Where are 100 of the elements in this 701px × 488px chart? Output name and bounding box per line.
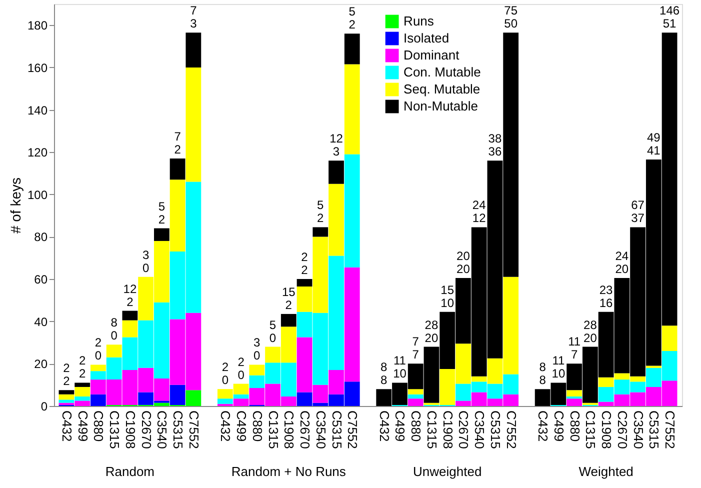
annotation: 15 2	[282, 284, 296, 312]
legend-label: Con. Mutable	[404, 64, 481, 80]
x-tick-label: C3540	[154, 410, 170, 449]
x-tick-label: C880	[250, 410, 265, 442]
annotation: 15 10	[440, 282, 454, 310]
x-tick-label: C499	[234, 410, 250, 442]
x-tick-label: C880	[567, 410, 582, 442]
annotation: 28 20	[584, 318, 598, 345]
annotation: 12 3	[330, 132, 344, 159]
annotation: 7 3	[190, 4, 198, 31]
annotation: 2 2	[301, 250, 308, 278]
annotation: 2 0	[94, 336, 102, 363]
x-tick-label: C1908	[440, 410, 456, 449]
annotation: 23 16	[599, 282, 614, 310]
bar	[328, 160, 344, 184]
x-tick-label: C7552	[345, 410, 360, 449]
bar	[408, 398, 424, 406]
x-tick-label: C3540	[472, 410, 488, 449]
y-tick-label: 120	[27, 146, 48, 160]
annotation: 5 2	[317, 198, 324, 226]
x-tick-label: C432	[536, 410, 551, 442]
x-tick-label: C1315	[583, 410, 598, 449]
bar	[408, 394, 424, 399]
annotation: 20 20	[456, 248, 470, 276]
bar	[249, 364, 265, 376]
annotation: 7 2	[174, 129, 182, 156]
text: Random + No Runs	[231, 464, 346, 479]
x-tick-label: C2670	[614, 410, 630, 449]
bar	[122, 320, 138, 338]
bar	[58, 390, 74, 394]
annotation: 8 8	[539, 360, 546, 388]
annotation: 12 2	[123, 282, 137, 309]
x-tick-label: C1908	[282, 410, 297, 449]
x-tick-label: C7552	[662, 410, 678, 449]
bar	[408, 389, 424, 394]
x-tick-label: C499	[75, 410, 90, 442]
annotation: 24 12	[472, 198, 486, 226]
legend-label: Seq. Mutable	[404, 82, 480, 96]
annotation: 7 7	[412, 334, 420, 362]
bar	[662, 326, 678, 351]
annotation: 67 37	[631, 198, 645, 226]
x-tick-label: C1315	[266, 410, 281, 449]
x-tick-label: C3540	[313, 410, 328, 449]
x-tick-label: C5315	[488, 410, 503, 449]
x-tick-label: C432	[376, 410, 392, 442]
x-tick-label: C499	[551, 410, 566, 442]
legend-label: Dominant	[404, 48, 460, 62]
bar	[344, 64, 360, 154]
x-tick-label: C7552	[186, 410, 202, 449]
x-tick-label: C1315	[424, 410, 440, 449]
bar	[90, 394, 106, 406]
bar	[296, 279, 312, 286]
annotation: 8 8	[380, 360, 388, 388]
annotation: 28 20	[424, 318, 438, 345]
bar	[566, 390, 582, 396]
annotation: 75 50	[504, 4, 518, 31]
x-tick-label: C880	[408, 410, 424, 442]
x-tick-label: C5315	[329, 410, 344, 449]
x-tick-label: C499	[392, 410, 408, 442]
y-tick-label: 60	[34, 272, 48, 287]
bar	[344, 34, 360, 64]
annotation: 2 0	[222, 360, 229, 388]
bar	[566, 396, 582, 399]
bar	[217, 398, 233, 404]
x-tick-label: C2670	[298, 410, 313, 449]
bar	[312, 227, 328, 237]
annotation: 5 2	[158, 199, 166, 226]
text: Unweighted	[413, 464, 482, 479]
x-tick-label: C1315	[107, 410, 122, 449]
x-tick-label: C432	[59, 410, 74, 442]
annotation: 3 0	[142, 248, 150, 275]
annotation: 5 2	[348, 4, 356, 32]
bar	[280, 314, 296, 327]
bar	[170, 158, 186, 180]
x-tick-label: C2670	[138, 410, 154, 449]
bar	[154, 228, 170, 241]
x-tick-label: C7552	[504, 410, 519, 449]
y-tick-label: 20	[34, 357, 48, 372]
bar	[233, 394, 249, 399]
y-tick-label: 80	[34, 230, 48, 244]
y-tick-label: 0	[40, 400, 48, 414]
annotation: 8 0	[110, 316, 118, 343]
text: Weighted	[578, 464, 634, 479]
x-tick-label: C5315	[646, 410, 662, 449]
annotation: 146 51	[660, 4, 680, 31]
y-axis-title: # of keys	[7, 177, 24, 234]
bar	[186, 32, 202, 68]
y-tick-label: 40	[34, 314, 48, 329]
legend-label: Runs	[404, 14, 434, 28]
y-tick-label: 100	[27, 188, 48, 202]
annotation: 38 36	[488, 132, 502, 159]
annotation: 24 20	[615, 248, 629, 276]
x-tick-label: C880	[91, 410, 106, 442]
legend-label: Non-Mutable	[404, 98, 478, 114]
bar	[90, 364, 106, 372]
legend-label: Isolated	[404, 30, 450, 46]
x-tick-label: C1908	[122, 410, 138, 449]
annotation: 2 2	[78, 354, 86, 381]
bar	[74, 382, 90, 387]
bar	[106, 344, 122, 358]
